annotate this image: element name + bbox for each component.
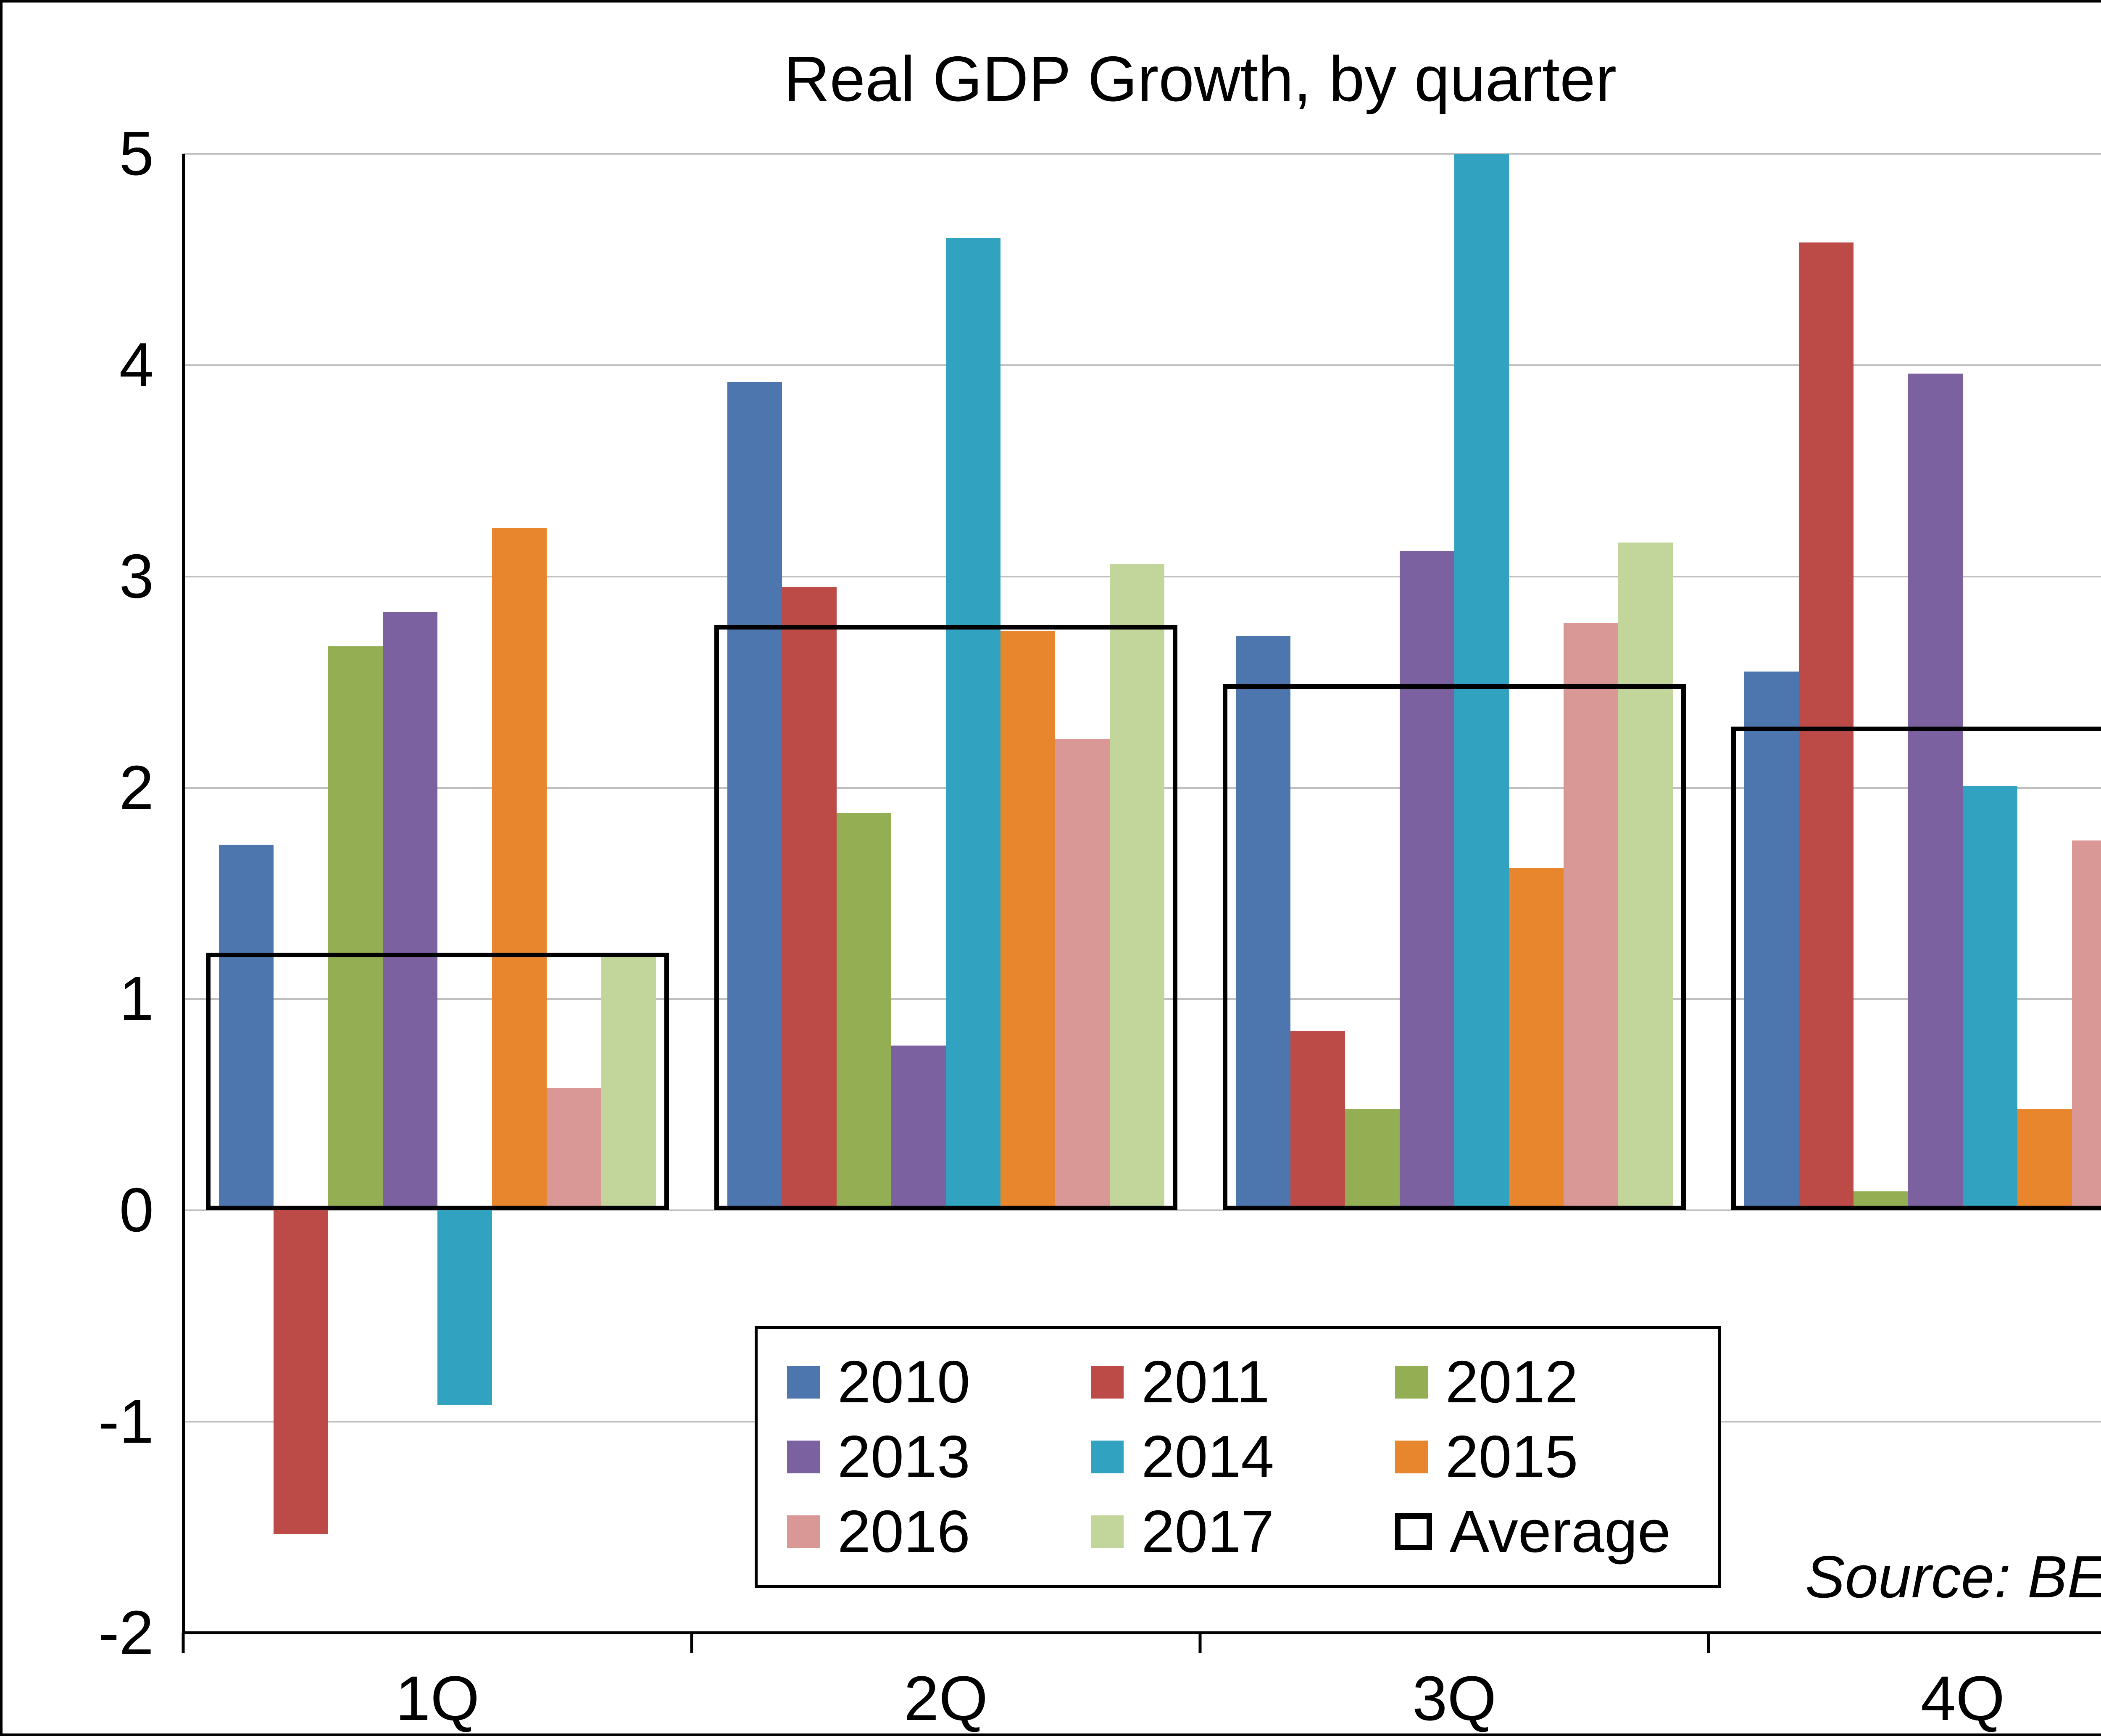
x-axis-ticks (182, 1633, 2101, 1653)
gridline-0 (183, 1209, 2101, 1212)
bar-2014-2Q (946, 238, 1001, 1211)
y-axis-label-left-0: 0 (119, 1175, 154, 1245)
bar-2011-1Q (273, 1210, 328, 1534)
legend-items: 2010 2011 2012 2013 2014 2015 2016 2017 Average (787, 1349, 1689, 1565)
legend-label-2016: 2016 (837, 1498, 970, 1565)
legend-box: 2010 2011 2012 2013 2014 2015 2016 2017 Average (755, 1326, 1721, 1588)
bar-2011-3Q (1290, 1030, 1345, 1211)
bar-2016-1Q (547, 1088, 602, 1211)
x-axis-tick (1707, 1633, 1710, 1653)
y-axis-label-left-3: 3 (119, 541, 154, 611)
bar-2013-4Q (1908, 373, 1963, 1211)
bar-2014-3Q (1454, 154, 1509, 1211)
legend-item-2015: 2015 (1395, 1424, 1689, 1490)
x-axis-label-3Q: 3Q (1412, 1663, 1497, 1733)
bar-2014-4Q (1963, 785, 2018, 1211)
bar-2015-4Q (2017, 1109, 2072, 1211)
legend-item-average: Average (1395, 1499, 1689, 1565)
legend-swatch-2013 (787, 1441, 820, 1474)
bar-2012-1Q (328, 646, 383, 1211)
y-axis-labels-left: -2 -1 0 1 2 3 4 5 (3, 123, 154, 1664)
gridline-4 (183, 364, 2101, 366)
y-axis-label-left--1: -1 (98, 1387, 154, 1457)
legend-label-average: Average (1449, 1498, 1671, 1565)
average-box-2Q (714, 625, 1177, 1211)
legend-label-2015: 2015 (1445, 1423, 1578, 1491)
legend-label-2014: 2014 (1141, 1423, 1274, 1491)
bar-2012-3Q (1345, 1109, 1400, 1211)
y-axis-label-left-4: 4 (119, 330, 154, 400)
x-axis-tick (690, 1633, 693, 1653)
legend-swatch-average (1395, 1513, 1432, 1551)
bar-2015-2Q (1000, 631, 1056, 1211)
legend-item-2017: 2017 (1091, 1499, 1385, 1565)
bar-2014-1Q (437, 1210, 492, 1405)
bar-2016-4Q (2072, 840, 2101, 1211)
bar-2016-2Q (1055, 739, 1110, 1211)
bar-group-3Q (1200, 154, 1709, 1633)
x-axis-label-2Q: 2Q (903, 1663, 988, 1733)
y-axis-label-left-5: 5 (119, 119, 154, 188)
plot-area (182, 153, 2101, 1634)
bar-2010-1Q (219, 845, 274, 1211)
legend-label-2013: 2013 (837, 1423, 970, 1491)
bar-2013-3Q (1399, 551, 1454, 1211)
bar-2016-3Q (1564, 623, 1619, 1211)
bar-2012-2Q (836, 813, 891, 1211)
average-box-1Q (206, 952, 669, 1211)
bar-2015-1Q (492, 528, 547, 1211)
legend-swatch-2014 (1091, 1441, 1124, 1474)
y-axis-line-left (182, 154, 185, 1633)
bar-2013-1Q (382, 612, 437, 1211)
legend-item-2016: 2016 (787, 1499, 1081, 1565)
gridline-5 (183, 153, 2101, 155)
legend-swatch-2011 (1091, 1366, 1124, 1399)
average-box-3Q (1223, 684, 1686, 1211)
x-axis-tick (1198, 1633, 1202, 1653)
x-axis-label-4Q: 4Q (1920, 1663, 2005, 1733)
legend-swatch-2010 (787, 1366, 820, 1399)
legend-swatch-2015 (1395, 1441, 1428, 1474)
bar-2011-4Q (1798, 242, 1854, 1211)
x-axis-line (182, 1631, 2101, 1634)
x-axis-label-1Q: 1Q (395, 1663, 480, 1733)
x-axis-tick (182, 1633, 185, 1653)
y-axis-label-left--2: -2 (98, 1598, 154, 1668)
chart-title: Real GDP Growth, by quarter (783, 43, 1617, 115)
bar-group-1Q (183, 154, 692, 1633)
bar-2017-3Q (1618, 543, 1673, 1211)
bar-group-4Q (1709, 154, 2101, 1633)
source-note: Source: BEA (1805, 1544, 2101, 1610)
legend-item-2011: 2011 (1091, 1349, 1385, 1415)
legend-swatch-2016 (787, 1515, 820, 1549)
legend-swatch-2012 (1395, 1366, 1428, 1399)
legend-item-2012: 2012 (1395, 1349, 1689, 1415)
bar-2013-2Q (891, 1046, 946, 1211)
bar-2011-2Q (782, 587, 837, 1211)
legend-item-2014: 2014 (1091, 1424, 1385, 1490)
legend-swatch-2017 (1091, 1515, 1124, 1549)
legend-label-2011: 2011 (1141, 1349, 1270, 1415)
bar-2017-1Q (601, 952, 656, 1211)
bar-group-2Q (692, 154, 1200, 1633)
legend-label-2010: 2010 (837, 1349, 970, 1415)
bar-2010-4Q (1744, 672, 1799, 1211)
legend-item-2013: 2013 (787, 1424, 1081, 1490)
average-box-4Q (1731, 726, 2101, 1211)
bar-2010-2Q (727, 382, 782, 1211)
legend-item-2010: 2010 (787, 1349, 1081, 1415)
y-axis-label-left-2: 2 (119, 753, 154, 822)
x-axis-labels: 1Q 2Q 3Q 4Q (183, 1663, 2101, 1733)
legend-label-2012: 2012 (1445, 1349, 1578, 1415)
bar-2010-3Q (1235, 635, 1290, 1211)
y-axis-label-left-1: 1 (119, 964, 154, 1034)
bar-2017-2Q (1110, 564, 1165, 1211)
bar-2015-3Q (1509, 868, 1564, 1211)
legend-label-2017: 2017 (1141, 1498, 1274, 1565)
